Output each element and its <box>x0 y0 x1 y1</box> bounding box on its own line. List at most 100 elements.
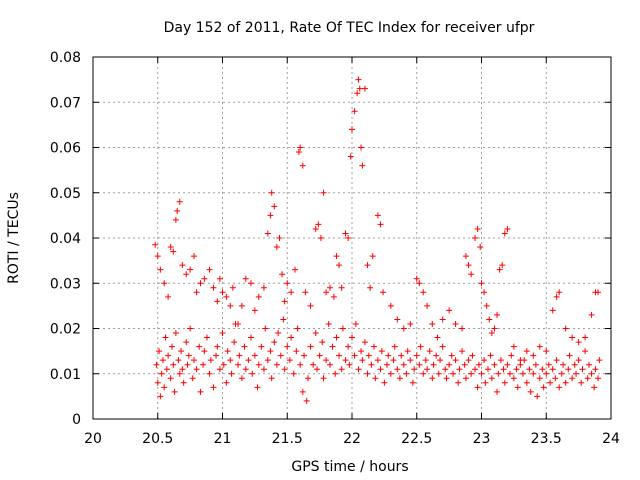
data-point <box>183 339 190 346</box>
data-point <box>553 293 560 300</box>
x-tick-label: 22 <box>343 431 361 447</box>
x-tick-label: 22.5 <box>401 431 432 447</box>
data-point <box>514 384 521 391</box>
y-tick-label: 0.03 <box>50 276 81 292</box>
data-point <box>459 348 466 355</box>
data-point <box>501 230 508 237</box>
data-point <box>481 357 488 364</box>
data-point <box>347 153 354 160</box>
data-point <box>499 262 506 269</box>
data-point <box>183 271 190 278</box>
data-point <box>242 366 249 373</box>
data-point <box>323 357 330 364</box>
data-point <box>223 379 230 386</box>
x-axis-label: GPS time / hours <box>291 459 408 475</box>
data-point <box>504 225 511 232</box>
data-point <box>157 266 164 273</box>
data-point <box>468 271 475 278</box>
data-point <box>523 348 530 355</box>
data-point <box>472 366 479 373</box>
data-point <box>361 339 368 346</box>
plot-frame <box>92 56 612 420</box>
data-point <box>596 357 603 364</box>
data-point <box>339 325 346 332</box>
data-point <box>288 334 295 341</box>
data-point <box>271 339 278 346</box>
data-point <box>424 366 431 373</box>
data-point <box>513 366 520 373</box>
data-point <box>562 325 569 332</box>
data-point <box>519 370 526 377</box>
data-point <box>495 370 502 377</box>
data-point <box>176 370 183 377</box>
data-point <box>325 320 332 327</box>
data-point <box>271 203 278 210</box>
data-point <box>358 348 365 355</box>
data-point <box>307 302 314 309</box>
data-point <box>158 370 165 377</box>
data-point <box>201 348 208 355</box>
data-point <box>242 275 249 282</box>
grid-lines <box>93 57 611 419</box>
data-point <box>258 343 265 350</box>
data-point <box>310 361 317 368</box>
data-point <box>349 126 355 133</box>
data-point <box>530 352 537 359</box>
data-point <box>491 361 498 368</box>
data-point <box>277 352 284 359</box>
data-point <box>377 366 384 373</box>
data-point <box>206 370 213 377</box>
data-point <box>569 334 576 341</box>
data-point <box>174 207 181 214</box>
data-point <box>161 384 168 391</box>
data-point <box>486 316 493 323</box>
data-point <box>407 320 414 327</box>
data-point <box>413 275 420 282</box>
data-point <box>203 334 210 341</box>
x-tick-label: 23.5 <box>531 431 562 447</box>
data-point <box>478 370 485 377</box>
data-point <box>191 253 198 260</box>
data-point <box>547 379 554 386</box>
data-point <box>275 330 282 337</box>
data-point <box>227 357 234 364</box>
x-tick-label: 20 <box>84 431 102 447</box>
data-point <box>468 370 475 377</box>
data-point <box>543 348 550 355</box>
data-point <box>330 293 337 300</box>
data-point <box>161 280 168 287</box>
data-point <box>539 366 546 373</box>
data-point <box>326 284 333 291</box>
data-point <box>170 361 177 368</box>
data-point <box>532 361 539 368</box>
data-point <box>434 334 441 341</box>
data-point <box>422 357 429 364</box>
data-point <box>585 361 592 368</box>
data-point <box>526 366 533 373</box>
data-point <box>284 280 291 287</box>
data-point <box>545 361 552 368</box>
data-point <box>355 366 362 373</box>
data-point <box>260 284 267 291</box>
y-tick-label: 0.02 <box>50 322 81 338</box>
data-point <box>293 348 300 355</box>
data-point <box>416 361 423 368</box>
data-point <box>336 352 343 359</box>
data-point <box>326 361 333 368</box>
data-point <box>488 330 495 337</box>
data-point <box>364 370 371 377</box>
data-point <box>241 343 248 350</box>
data-point <box>387 302 394 309</box>
data-point <box>267 212 274 219</box>
data-point <box>223 293 230 300</box>
data-point <box>369 253 376 260</box>
data-point <box>163 366 170 373</box>
y-tick-label: 0.06 <box>50 141 81 157</box>
data-point <box>527 388 534 395</box>
data-point <box>575 357 582 364</box>
data-point <box>153 361 160 368</box>
y-tick-label: 0.08 <box>50 50 81 66</box>
data-point <box>251 307 258 314</box>
data-point <box>534 393 541 400</box>
